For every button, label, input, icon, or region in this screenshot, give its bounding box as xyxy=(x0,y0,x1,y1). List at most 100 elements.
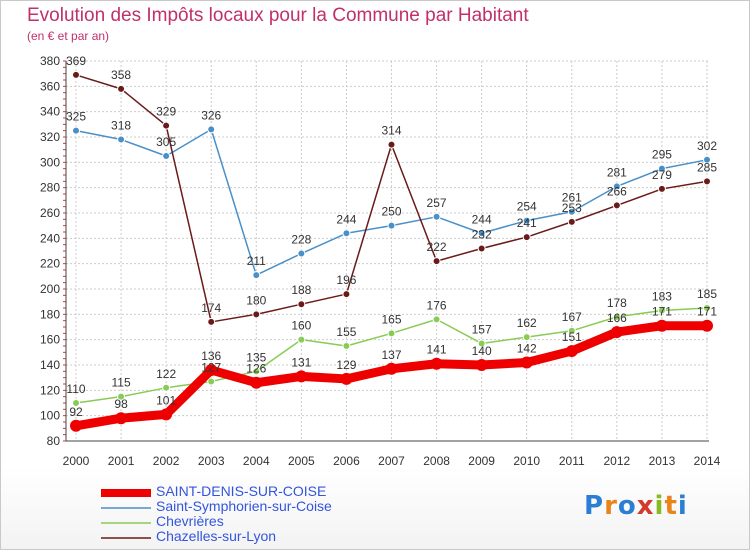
data-label-3: 369 xyxy=(66,54,86,68)
data-point-1 xyxy=(342,229,351,238)
data-point-1 xyxy=(387,221,396,230)
data-point-1 xyxy=(162,152,171,160)
data-label-1: 326 xyxy=(201,108,221,122)
data-point-0 xyxy=(701,319,713,332)
data-label-3: 174 xyxy=(201,301,221,315)
data-point-2 xyxy=(72,399,80,407)
chart-subtitle: (en € et par an) xyxy=(27,29,110,43)
data-label-1: 228 xyxy=(291,233,311,247)
data-label-0: 101 xyxy=(156,393,176,407)
data-point-3 xyxy=(612,201,621,210)
data-label-3: 314 xyxy=(381,124,401,138)
data-point-0 xyxy=(115,412,128,425)
data-label-0: 141 xyxy=(427,343,447,357)
data-point-0 xyxy=(160,408,173,421)
data-point-0 xyxy=(70,419,82,432)
data-label-1: 257 xyxy=(427,196,447,210)
data-point-3 xyxy=(297,300,306,309)
data-label-2: 176 xyxy=(427,298,447,312)
data-point-1 xyxy=(567,207,576,216)
data-label-2: 157 xyxy=(472,322,492,336)
y-tick-label: 320 xyxy=(40,130,60,144)
data-label-1: 318 xyxy=(111,119,131,133)
data-point-0 xyxy=(430,357,443,370)
data-label-0: 171 xyxy=(652,305,672,319)
data-label-1: 254 xyxy=(517,200,537,214)
data-point-1 xyxy=(297,249,306,258)
data-label-2: 135 xyxy=(246,350,266,364)
data-point-3 xyxy=(432,257,441,266)
data-point-2 xyxy=(703,304,711,312)
data-label-1: 281 xyxy=(607,165,627,179)
chart-title: Evolution des Impôts locaux pour la Comm… xyxy=(27,5,529,26)
data-point-0 xyxy=(205,364,218,377)
data-point-2 xyxy=(432,315,441,324)
x-tick-label: 2013 xyxy=(649,454,676,468)
data-point-1 xyxy=(657,164,666,173)
data-label-3: 232 xyxy=(472,227,492,241)
data-point-2 xyxy=(522,333,531,342)
data-point-1 xyxy=(522,216,531,225)
data-label-3: 279 xyxy=(652,168,672,182)
data-label-2: 155 xyxy=(336,325,356,339)
legend-swatch-chevrieres xyxy=(101,522,151,524)
data-point-2 xyxy=(207,377,216,386)
y-tick-label: 200 xyxy=(40,282,60,296)
legend-label-saint-symphorien: Saint-Symphorien-sur-Coise xyxy=(156,498,332,514)
data-label-2: 115 xyxy=(112,376,131,390)
y-tick-label: 180 xyxy=(40,307,60,321)
data-label-2: 185 xyxy=(697,287,717,301)
legend-swatch-saint-symphorien xyxy=(101,507,151,509)
x-tick-label: 2000 xyxy=(63,454,90,468)
y-tick-label: 160 xyxy=(40,333,60,347)
data-point-2 xyxy=(117,392,126,401)
data-label-0: 131 xyxy=(291,355,311,369)
data-point-0 xyxy=(655,319,668,332)
data-point-3 xyxy=(657,184,666,193)
data-point-3 xyxy=(252,310,261,319)
y-tick-label: 240 xyxy=(40,231,60,245)
data-point-3 xyxy=(342,290,351,299)
y-tick-label: 100 xyxy=(40,409,60,423)
data-label-3: 180 xyxy=(246,293,266,307)
data-point-1 xyxy=(117,135,126,144)
data-point-1 xyxy=(477,229,486,238)
legend-swatch-saint-denis xyxy=(101,489,151,497)
legend-label-chazelles: Chazelles-sur-Lyon xyxy=(156,528,277,544)
data-point-3 xyxy=(207,317,216,326)
data-label-2: 162 xyxy=(517,316,537,330)
data-point-3 xyxy=(477,244,486,253)
data-point-2 xyxy=(477,339,486,348)
data-label-0: 166 xyxy=(607,311,627,325)
data-point-0 xyxy=(565,345,578,358)
data-label-3: 329 xyxy=(156,105,176,119)
data-label-1: 302 xyxy=(697,139,717,153)
data-point-0 xyxy=(340,372,353,385)
legend-label-chevrieres: Chevrières xyxy=(156,513,224,529)
x-tick-label: 2009 xyxy=(468,454,495,468)
data-label-2: 183 xyxy=(652,290,672,304)
y-tick-label: 280 xyxy=(40,181,60,195)
x-tick-label: 2014 xyxy=(694,454,721,468)
data-label-1: 295 xyxy=(652,148,672,162)
data-point-1 xyxy=(207,125,216,134)
x-tick-label: 2008 xyxy=(423,454,450,468)
x-tick-label: 2011 xyxy=(559,454,585,468)
data-point-2 xyxy=(297,335,306,344)
data-label-0: 126 xyxy=(246,362,266,376)
data-point-3 xyxy=(522,233,531,242)
data-label-1: 305 xyxy=(156,135,176,149)
y-tick-label: 220 xyxy=(40,257,60,271)
data-label-3: 266 xyxy=(607,184,627,198)
y-tick-label: 140 xyxy=(40,358,60,372)
data-label-3: 241 xyxy=(517,216,537,230)
data-point-2 xyxy=(567,326,576,335)
data-point-3 xyxy=(703,177,711,186)
x-tick-label: 2005 xyxy=(288,454,315,468)
data-point-2 xyxy=(252,367,261,376)
data-label-2: 160 xyxy=(291,319,311,333)
data-label-0: 151 xyxy=(562,330,582,344)
data-label-2: 127 xyxy=(201,360,221,374)
data-label-0: 92 xyxy=(69,405,83,419)
